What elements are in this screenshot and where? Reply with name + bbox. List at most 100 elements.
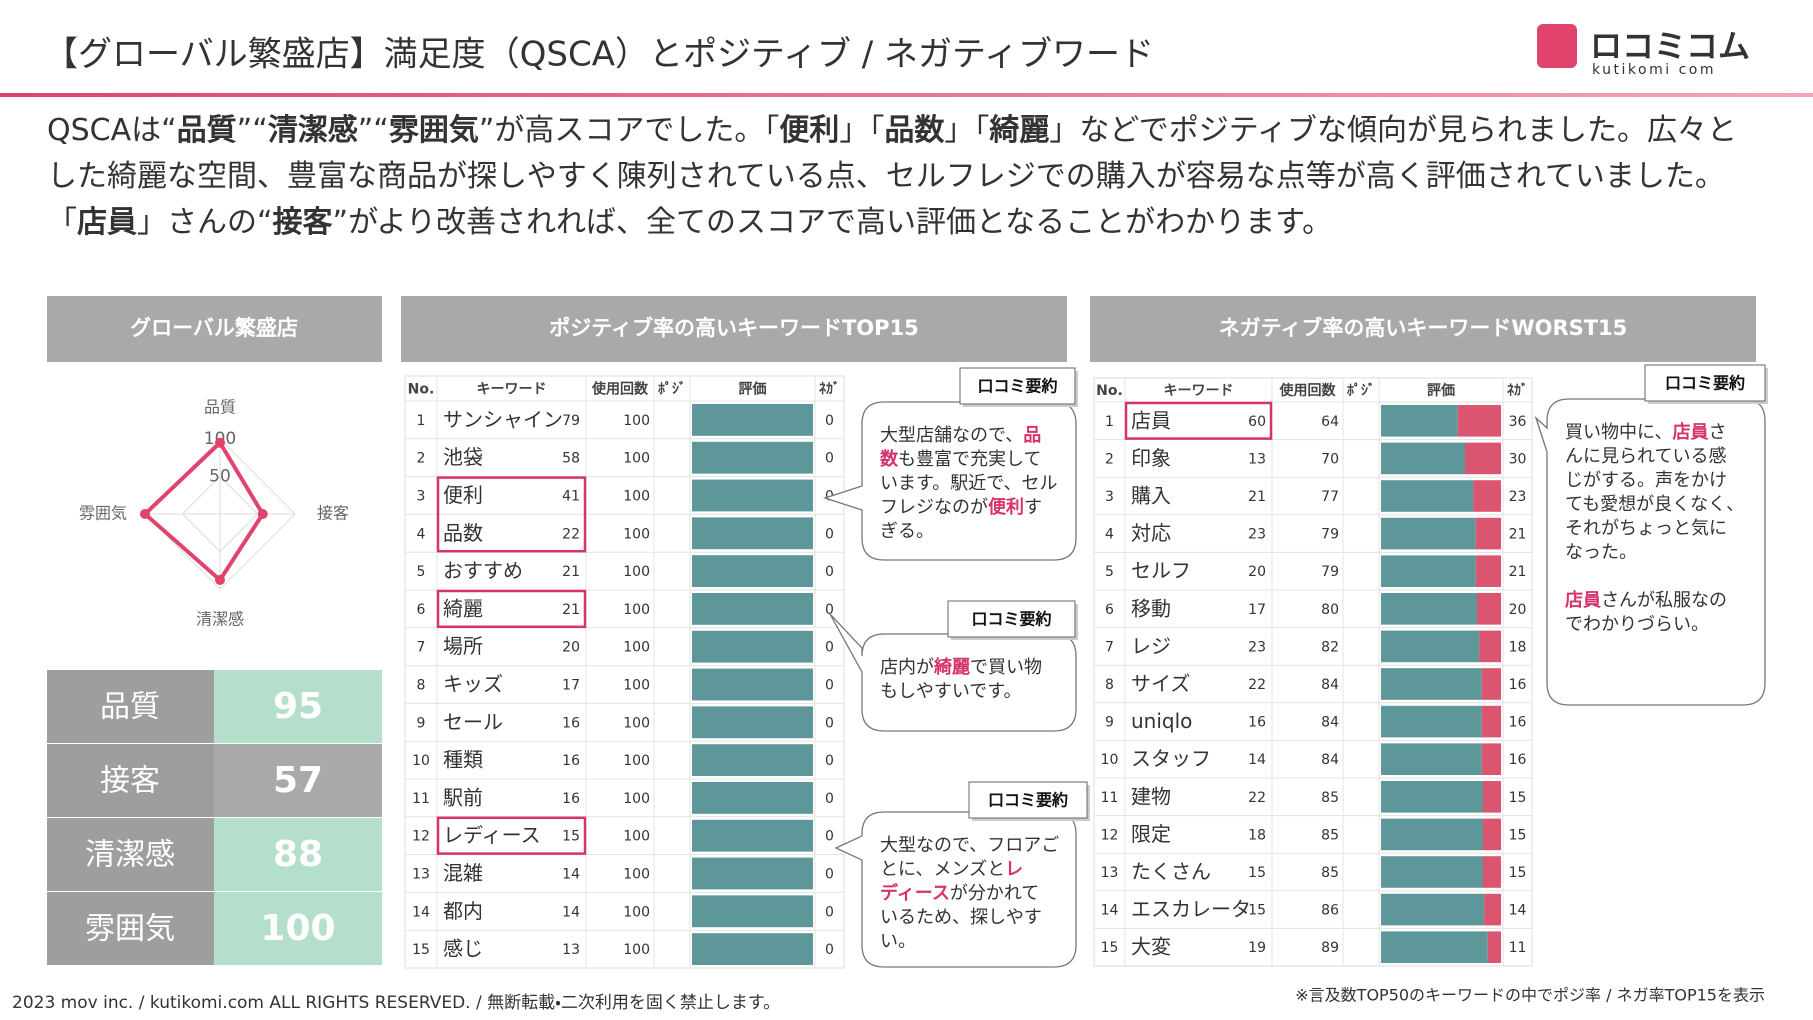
callout-label-box xyxy=(947,600,1076,638)
score-label-cell xyxy=(47,744,214,817)
positive-bar xyxy=(692,706,813,739)
text-line: んに見られている感 xyxy=(1565,446,1726,467)
count: 23 xyxy=(1248,639,1266,655)
negative-bar xyxy=(1473,480,1501,512)
positive-bar xyxy=(1381,705,1482,738)
negative-bar xyxy=(1479,630,1501,663)
count: 22 xyxy=(562,526,580,542)
tick-label: 50 xyxy=(209,467,231,487)
text-run: もしやすいです。 xyxy=(880,681,1021,702)
radar-label: 品質 xyxy=(204,398,236,417)
negative-bar xyxy=(1483,856,1501,888)
row-no: 12 xyxy=(1101,827,1119,843)
bold-run: 店員 xyxy=(77,205,137,240)
column-header: ﾎﾟｼﾞ xyxy=(1347,382,1375,399)
positive-rate: 85 xyxy=(1321,790,1339,806)
count: 16 xyxy=(562,715,580,731)
count: 60 xyxy=(1248,414,1266,430)
bold-run: 接客 xyxy=(273,205,333,240)
row-no: 2 xyxy=(417,451,426,467)
score-value: 57 xyxy=(273,760,323,801)
positive-bar xyxy=(1381,442,1465,475)
positive-bar xyxy=(692,404,813,436)
callout-bubble xyxy=(834,811,1077,968)
positive-bar xyxy=(692,479,813,512)
positive-rate: 100 xyxy=(623,904,650,920)
positive-bar xyxy=(1381,931,1488,963)
text-line: ディースが分かれて xyxy=(880,882,1039,904)
footnote: ※言及数TOP50のキーワードの中でポジ率 / ネガ率TOP15を表示 xyxy=(1295,986,1765,1005)
bold-run: 清潔感 xyxy=(268,113,358,148)
logo-sub: kutikomi com xyxy=(1592,62,1716,78)
positive-bar xyxy=(692,630,813,663)
keyword: 綺麗 xyxy=(443,596,483,620)
text-run: ”“ xyxy=(358,113,389,148)
column-header: キーワード xyxy=(1164,383,1234,399)
text-line: した綺麗な空間、豊富な商品が探しやすく陳列されている点、セルフレジでの購入が容易… xyxy=(47,159,1725,194)
negative-rate: 0 xyxy=(825,526,834,542)
score-value-cell xyxy=(214,670,382,743)
column-header: No. xyxy=(1096,383,1123,399)
keyword: キッズ xyxy=(443,672,503,696)
text-run: 買い物中に、 xyxy=(1565,422,1672,443)
positive-rate: 100 xyxy=(623,678,650,694)
keyword: 駅前 xyxy=(443,785,483,809)
count: 21 xyxy=(562,602,580,618)
count: 23 xyxy=(1248,527,1266,543)
negative-rate: 0 xyxy=(825,942,834,958)
panel-title: グローバル繁盛店 xyxy=(130,316,298,340)
negative-rate: 0 xyxy=(825,904,834,920)
negative-rate: 20 xyxy=(1509,602,1527,618)
positive-rate: 80 xyxy=(1321,602,1339,618)
bold-run: 便利 xyxy=(779,113,839,148)
positive-rate: 70 xyxy=(1321,451,1339,467)
title-rule xyxy=(0,93,1813,97)
highlight-run: 綺麗 xyxy=(933,656,970,678)
row-no: 12 xyxy=(412,829,430,845)
negative-bar xyxy=(1457,405,1501,437)
negative-bar xyxy=(1475,517,1501,550)
negative-rate: 21 xyxy=(1509,527,1527,543)
highlight-run: 店員 xyxy=(1672,422,1708,443)
positive-bar xyxy=(1381,630,1480,663)
positive-bar xyxy=(1381,781,1483,813)
row-no: 1 xyxy=(1105,414,1114,430)
score-label: 雰囲気 xyxy=(85,912,175,947)
keyword: エスカレータ xyxy=(1131,897,1251,921)
highlight-run: レ xyxy=(1005,859,1023,880)
positive-bar xyxy=(692,782,813,814)
callout-label: 口コミ要約 xyxy=(988,791,1068,810)
count: 58 xyxy=(562,451,580,467)
positive-rate: 84 xyxy=(1321,752,1339,768)
keyword-highlight xyxy=(436,589,587,629)
title: 【グローバル繁盛店】満足度（QSCA）とポジティブ / ネガティブワード xyxy=(44,35,1154,75)
positive-bar xyxy=(1381,743,1482,775)
count: 19 xyxy=(1248,940,1266,956)
negative-bar xyxy=(1475,555,1501,587)
keyword: スタッフ xyxy=(1131,747,1211,771)
count: 15 xyxy=(1248,865,1266,881)
text-run: ぎる。 xyxy=(880,521,934,542)
positive-rate: 100 xyxy=(623,791,650,807)
text-run: した綺麗な空間、豊富な商品が探しやすく陳列されている点、セルフレジでの購入が容易… xyxy=(47,159,1725,194)
panel-header xyxy=(401,296,1067,362)
negative-rate: 21 xyxy=(1509,564,1527,580)
negative-rate: 18 xyxy=(1509,639,1527,655)
column-header: No. xyxy=(408,382,435,398)
column-header: キーワード xyxy=(477,382,547,398)
keyword: 大変 xyxy=(1131,935,1171,959)
callout-label: 口コミ要約 xyxy=(971,610,1051,629)
row-no: 7 xyxy=(1105,639,1114,655)
bold-run: 品質 xyxy=(177,113,237,148)
positive-bar xyxy=(692,555,813,587)
row-no: 9 xyxy=(417,715,426,731)
count: 18 xyxy=(1248,827,1266,843)
text-run: 「 xyxy=(47,205,77,240)
positive-bar xyxy=(1381,405,1458,437)
positive-rate: 84 xyxy=(1321,677,1339,693)
text-run: いるため、探しやす xyxy=(880,907,1042,928)
row-no: 15 xyxy=(412,942,430,958)
positive-bar xyxy=(1381,818,1483,851)
highlight-run: 便利 xyxy=(988,496,1024,518)
count: 21 xyxy=(1248,489,1266,505)
